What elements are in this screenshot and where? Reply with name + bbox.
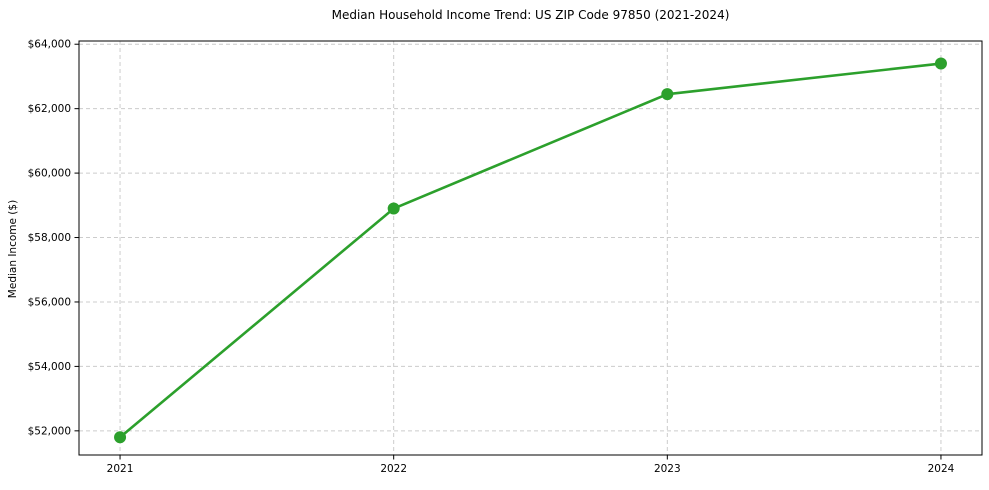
y-tick-label: $62,000 [28,103,71,115]
trend-line [118,62,943,439]
plot-border [78,40,983,456]
y-tick-label: $52,000 [28,425,71,437]
y-tick-label: $58,000 [28,232,71,244]
y-tick-label: $64,000 [28,39,71,51]
chart-title: Median Household Income Trend: US ZIP Co… [331,8,730,22]
data-point-2021 [114,431,127,444]
x-tick-label: 2022 [380,463,407,475]
data-point-2024 [934,57,947,70]
x-tick-label: 2024 [928,463,955,475]
x-tick-label: 2023 [654,463,681,475]
y-tick-label: $60,000 [28,168,71,180]
x-tick-label: 2021 [107,463,134,475]
y-tick-label: $54,000 [28,361,71,373]
y-tick-label: $56,000 [28,296,71,308]
data-point-2023 [661,88,674,101]
data-point-2022 [387,202,400,215]
